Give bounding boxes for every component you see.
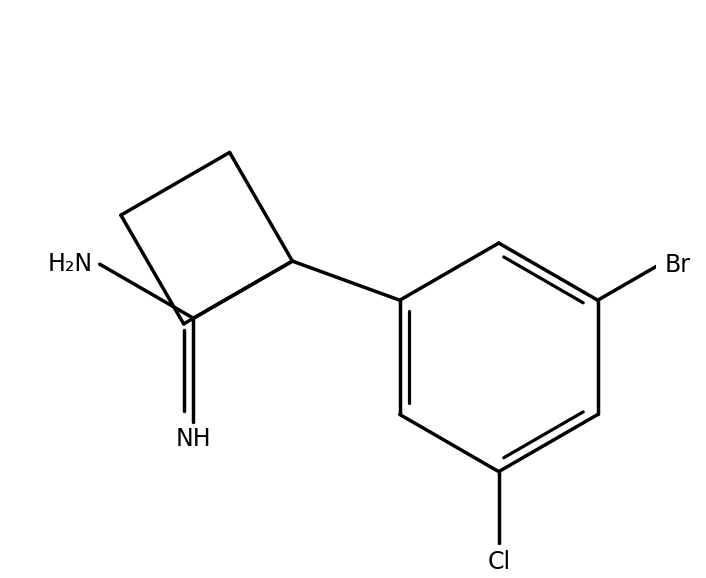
Text: Br: Br [664, 253, 690, 277]
Text: H₂N: H₂N [47, 252, 92, 276]
Text: NH: NH [176, 427, 211, 451]
Text: Cl: Cl [487, 550, 510, 573]
